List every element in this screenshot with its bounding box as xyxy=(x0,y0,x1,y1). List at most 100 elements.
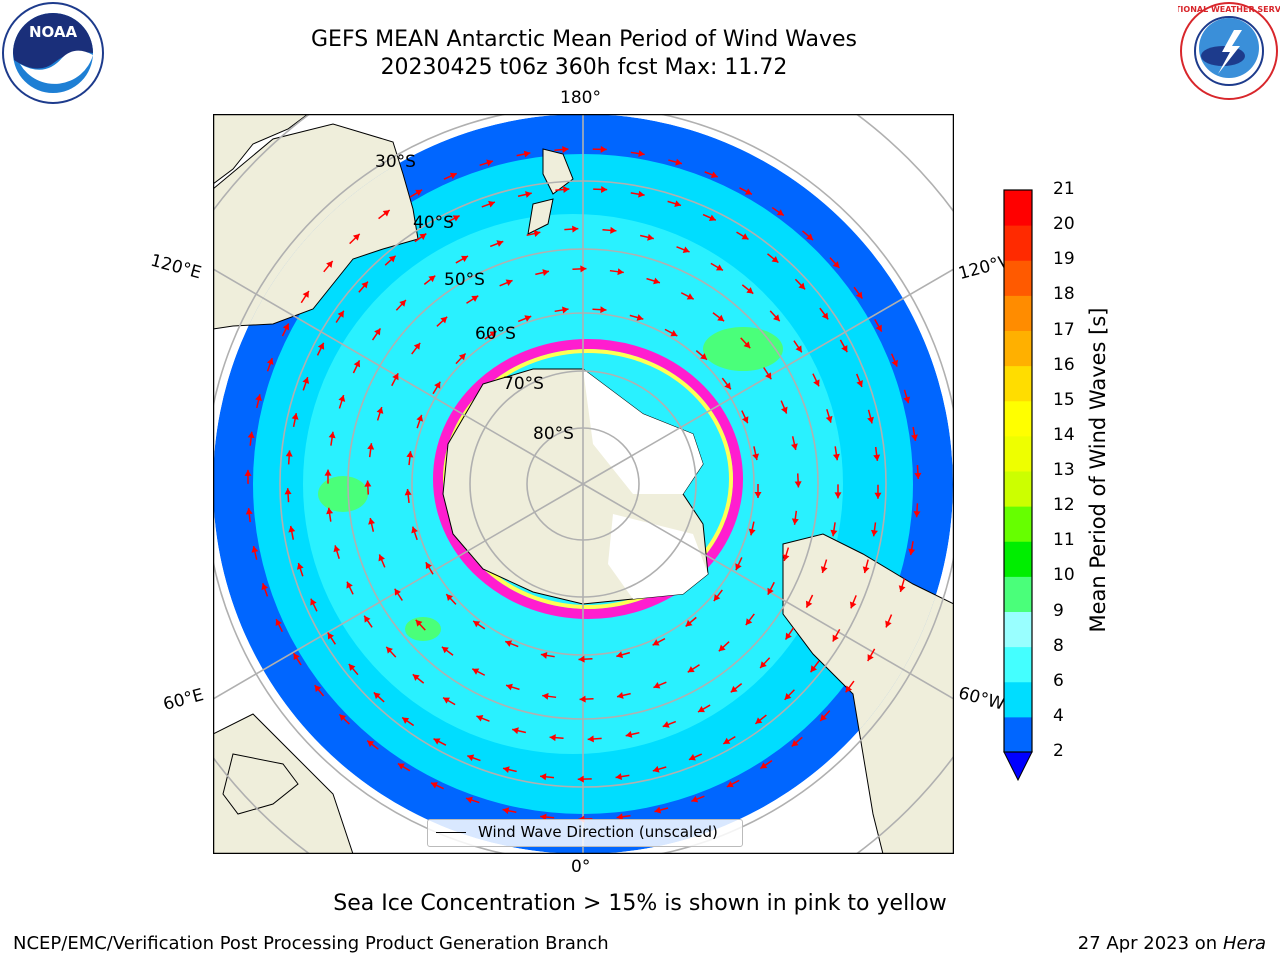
colorbar-tick-label: 17 xyxy=(1053,319,1075,340)
wind-arrow-head xyxy=(743,341,751,349)
wind-arrow-head xyxy=(251,546,259,553)
wind-arrow-head xyxy=(791,443,798,450)
colorbar-tick-label: 11 xyxy=(1053,530,1075,551)
wind-arrow-head xyxy=(562,146,569,154)
wind-arrow-head xyxy=(723,737,731,744)
colorbar-tick-label: 10 xyxy=(1053,565,1075,586)
wind-arrow-head xyxy=(542,269,549,276)
wind-arrow-head xyxy=(784,693,792,700)
wind-arrow-head xyxy=(903,396,911,404)
wind-arrow-head xyxy=(563,186,570,194)
wind-arrow-head xyxy=(687,666,695,673)
wind-arrow-head xyxy=(326,507,334,515)
wind-arrow-head xyxy=(428,275,436,283)
colorbar-segment xyxy=(1004,330,1032,367)
wind-arrow-head xyxy=(302,290,309,298)
wind-arrow-head xyxy=(397,763,405,770)
wind-arrow-head xyxy=(419,233,427,240)
wind-arrow-head xyxy=(502,807,510,815)
wind-arrow-head xyxy=(578,655,585,663)
noaa-logo-text: NOAA xyxy=(29,23,78,41)
colorbar-segment xyxy=(1004,471,1032,507)
wind-arrow-head xyxy=(471,295,479,302)
wind-arrow-head xyxy=(352,233,360,241)
wind-arrow-head xyxy=(364,480,372,487)
chart-subtitle: 20230425 t06z 360h fcst Max: 11.72 xyxy=(380,55,788,80)
map-border xyxy=(213,114,954,854)
wind-arrow-head xyxy=(675,158,682,166)
colorbar-tick-label: 8 xyxy=(1053,635,1064,656)
wind-arrow-head xyxy=(496,240,504,247)
wind-arrow-head xyxy=(476,715,484,722)
wind-arrow-head xyxy=(472,668,480,675)
wind-arrow-head xyxy=(845,685,853,693)
colorbar-tick-label: 14 xyxy=(1053,424,1075,445)
wind-arrow-head xyxy=(821,312,829,320)
wind-arrow-head xyxy=(810,665,817,673)
lon-label-60e: 60°E xyxy=(161,685,206,715)
lat-label-50s: 50°S xyxy=(444,270,485,290)
patch-green-1 xyxy=(318,476,368,512)
wind-wave-arrows xyxy=(244,145,922,823)
wind-arrow-head xyxy=(870,529,878,537)
colorbar-segment xyxy=(1004,506,1032,542)
wind-arrow-head xyxy=(713,594,721,602)
wind-arrow-head xyxy=(653,277,660,285)
wind-arrow-head xyxy=(856,380,863,387)
wind-arrow-head xyxy=(549,734,556,742)
wind-arrow-head xyxy=(652,639,660,646)
wind-arrow-head xyxy=(540,651,548,659)
wind-arrow-head xyxy=(255,394,262,401)
wind-arrow-head xyxy=(716,264,723,271)
wind-arrow-head xyxy=(785,632,792,640)
wind-arrow-head xyxy=(275,619,282,627)
noaa-logo: NOAA xyxy=(2,2,104,104)
wind-arrow-head xyxy=(735,563,742,571)
wind-arrow-head xyxy=(416,414,424,422)
colorbar-tick-label: 20 xyxy=(1053,214,1075,235)
map-legend: Wind Wave Direction (unscaled) xyxy=(427,819,743,847)
wind-arrow-head xyxy=(805,600,813,608)
wind-arrow-head xyxy=(402,717,410,724)
wind-arrow-head xyxy=(523,150,531,158)
wind-arrow-head xyxy=(625,731,633,738)
wind-arrow-head xyxy=(670,330,678,337)
wind-arrow-head xyxy=(616,813,624,821)
wind-arrow-head xyxy=(891,359,898,367)
colorbar-segment xyxy=(1004,681,1032,718)
chart-title: GEFS MEAN Antarctic Mean Period of Wind … xyxy=(311,27,857,52)
wind-arrow-head xyxy=(662,721,670,728)
wind-arrow-head xyxy=(616,651,624,659)
wind-arrow-head xyxy=(461,255,468,263)
land-australia xyxy=(213,114,309,185)
wind-arrow-head xyxy=(505,279,513,286)
land-madagascar xyxy=(222,753,299,815)
wind-arrow-head xyxy=(338,395,346,402)
wind-arrow-head xyxy=(832,634,839,642)
wind-arrow-head xyxy=(406,451,414,458)
wind-arrow-head xyxy=(433,738,441,745)
wind-arrow-head xyxy=(691,795,699,803)
wind-arrow-head xyxy=(434,381,441,389)
wind-arrow-head xyxy=(652,765,660,773)
wind-arrow-head xyxy=(776,209,784,216)
wind-arrow-head xyxy=(717,314,725,322)
wind-arrow-head xyxy=(781,406,788,414)
wind-arrow-head xyxy=(364,615,371,623)
wind-arrow-head xyxy=(542,692,549,700)
wind-arrow-head xyxy=(855,291,863,299)
wind-arrow-head xyxy=(791,739,799,747)
wind-arrow-head xyxy=(765,372,772,380)
wind-arrow-head xyxy=(782,554,790,561)
wind-arrow-head xyxy=(382,210,390,217)
wind-arrow-head xyxy=(367,443,375,450)
lon-label-120e: 120°E xyxy=(148,250,204,284)
wind-arrow-head xyxy=(505,640,513,647)
wind-arrow-head xyxy=(346,581,353,589)
wind-arrow-head xyxy=(913,511,921,518)
wind-arrow-head xyxy=(698,705,705,713)
lat-label-70s: 70°S xyxy=(503,374,544,394)
wind-arrow-head xyxy=(638,190,645,198)
wind-arrow-head xyxy=(425,562,432,570)
svg-text:NATIONAL WEATHER SERVICE: NATIONAL WEATHER SERVICE xyxy=(1178,5,1280,14)
